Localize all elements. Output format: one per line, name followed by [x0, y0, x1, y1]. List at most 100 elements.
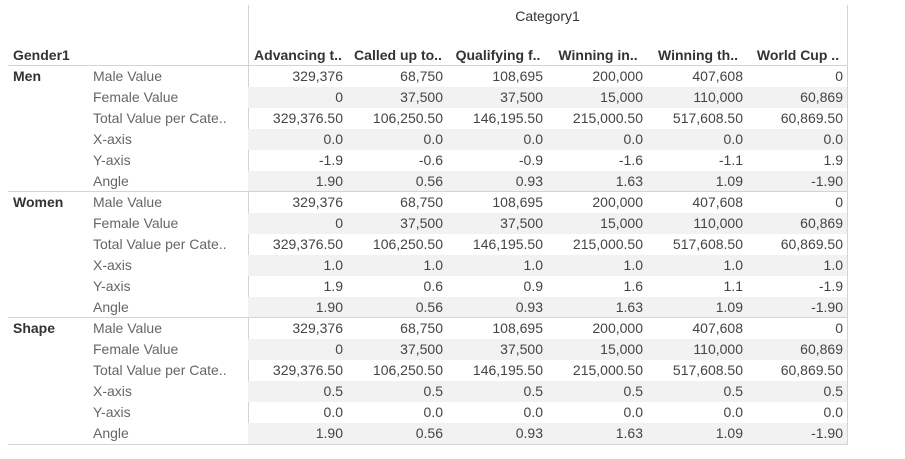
table-cell[interactable]: 1.09 [715, 173, 743, 189]
table-cell[interactable]: 1.9 [323, 278, 343, 294]
table-cell[interactable]: 407,608 [692, 68, 743, 84]
table-cell[interactable]: 146,195.50 [472, 362, 543, 378]
table-cell[interactable]: 106,250.50 [372, 110, 443, 126]
table-cell[interactable]: 1.0 [723, 257, 743, 273]
table-cell[interactable]: 407,608 [692, 320, 743, 336]
table-cell[interactable]: -1.9 [318, 152, 343, 168]
table-cell[interactable]: 0.56 [415, 173, 443, 189]
table-cell[interactable]: 60,869 [800, 215, 843, 231]
table-cell[interactable]: 0.0 [523, 404, 543, 420]
table-cell[interactable]: 517,608.50 [672, 110, 743, 126]
table-cell[interactable]: 329,376 [292, 68, 343, 84]
table-cell[interactable]: 0.5 [523, 383, 543, 399]
table-cell[interactable]: 0.56 [415, 425, 443, 441]
table-cell[interactable]: 1.0 [523, 257, 543, 273]
table-cell[interactable]: 0.5 [623, 383, 643, 399]
table-cell[interactable]: -0.9 [518, 152, 543, 168]
column-header[interactable]: Called up to.. [354, 47, 442, 63]
table-cell[interactable]: 1.63 [615, 173, 643, 189]
table-cell[interactable]: 1.09 [715, 299, 743, 315]
table-cell[interactable]: 0.0 [623, 131, 643, 147]
table-cell[interactable]: 1.90 [315, 299, 343, 315]
table-cell[interactable]: 60,869.50 [780, 362, 843, 378]
table-cell[interactable]: 106,250.50 [372, 236, 443, 252]
table-cell[interactable]: 68,750 [400, 194, 443, 210]
table-cell[interactable]: 1.90 [315, 425, 343, 441]
table-cell[interactable]: 1.1 [723, 278, 743, 294]
table-cell[interactable]: 0 [835, 68, 843, 84]
table-cell[interactable]: 68,750 [400, 68, 443, 84]
table-cell[interactable]: 0 [335, 89, 343, 105]
table-cell[interactable]: 0.0 [723, 404, 743, 420]
table-cell[interactable]: 37,500 [400, 89, 443, 105]
table-cell[interactable]: 60,869.50 [780, 236, 843, 252]
table-cell[interactable]: 329,376.50 [272, 110, 343, 126]
table-cell[interactable]: 329,376 [292, 320, 343, 336]
table-cell[interactable]: 0.5 [423, 383, 443, 399]
table-cell[interactable]: 0.93 [515, 425, 543, 441]
table-cell[interactable]: 0.0 [323, 131, 343, 147]
table-cell[interactable]: 200,000 [592, 68, 643, 84]
table-cell[interactable]: 0.56 [415, 299, 443, 315]
table-cell[interactable]: 37,500 [500, 215, 543, 231]
table-cell[interactable]: -1.6 [618, 152, 643, 168]
table-cell[interactable]: -1.1 [718, 152, 743, 168]
table-cell[interactable]: 0.0 [623, 404, 643, 420]
table-cell[interactable]: -0.6 [418, 152, 443, 168]
table-cell[interactable]: 60,869 [800, 89, 843, 105]
table-cell[interactable]: 0.0 [423, 131, 443, 147]
table-cell[interactable]: 37,500 [500, 341, 543, 357]
table-cell[interactable]: 329,376.50 [272, 362, 343, 378]
table-cell[interactable]: 200,000 [592, 194, 643, 210]
table-cell[interactable]: 329,376.50 [272, 236, 343, 252]
table-cell[interactable]: 215,000.50 [572, 236, 643, 252]
column-header[interactable]: Qualifying f.. [455, 47, 541, 63]
table-cell[interactable]: 0 [335, 215, 343, 231]
column-header[interactable]: World Cup .. [756, 47, 840, 63]
table-cell[interactable]: 0.0 [723, 131, 743, 147]
table-cell[interactable]: 37,500 [400, 215, 443, 231]
table-cell[interactable]: 106,250.50 [372, 362, 443, 378]
table-cell[interactable]: 60,869.50 [780, 110, 843, 126]
table-cell[interactable]: 0.6 [423, 278, 443, 294]
table-cell[interactable]: 15,000 [600, 215, 643, 231]
table-cell[interactable]: 0.0 [823, 131, 843, 147]
table-cell[interactable]: 215,000.50 [572, 362, 643, 378]
table-cell[interactable]: 0.0 [323, 404, 343, 420]
table-cell[interactable]: 110,000 [693, 341, 743, 357]
table-cell[interactable]: 60,869 [800, 341, 843, 357]
table-cell[interactable]: 108,695 [492, 320, 543, 336]
table-cell[interactable]: 0.9 [523, 278, 543, 294]
table-cell[interactable]: 215,000.50 [572, 110, 643, 126]
table-cell[interactable]: 517,608.50 [672, 362, 743, 378]
table-cell[interactable]: 1.90 [315, 173, 343, 189]
table-cell[interactable]: -1.90 [811, 299, 843, 315]
table-cell[interactable]: 146,195.50 [472, 236, 543, 252]
column-header[interactable]: Winning th.. [658, 47, 738, 63]
column-header[interactable]: Advancing t.. [254, 47, 342, 63]
table-cell[interactable]: 0 [835, 320, 843, 336]
table-cell[interactable]: 1.09 [715, 425, 743, 441]
table-cell[interactable]: -1.9 [818, 278, 843, 294]
table-cell[interactable]: 1.0 [323, 257, 343, 273]
table-cell[interactable]: 0 [835, 194, 843, 210]
table-cell[interactable]: 37,500 [400, 341, 443, 357]
table-cell[interactable]: 1.9 [823, 152, 843, 168]
table-cell[interactable]: -1.90 [811, 173, 843, 189]
table-cell[interactable]: 0.0 [523, 131, 543, 147]
table-cell[interactable]: 0.93 [515, 299, 543, 315]
table-cell[interactable]: 0 [335, 341, 343, 357]
table-cell[interactable]: 15,000 [600, 89, 643, 105]
table-cell[interactable]: 200,000 [592, 320, 643, 336]
table-cell[interactable]: 110,000 [693, 89, 743, 105]
table-cell[interactable]: 0.5 [723, 383, 743, 399]
table-cell[interactable]: 0.0 [423, 404, 443, 420]
table-cell[interactable]: 1.63 [615, 425, 643, 441]
table-cell[interactable]: 1.0 [823, 257, 843, 273]
table-cell[interactable]: 329,376 [292, 194, 343, 210]
table-cell[interactable]: 0.93 [515, 173, 543, 189]
table-cell[interactable]: 108,695 [492, 68, 543, 84]
table-cell[interactable]: 1.6 [623, 278, 643, 294]
table-cell[interactable]: 0.0 [823, 404, 843, 420]
table-cell[interactable]: 0.5 [323, 383, 343, 399]
